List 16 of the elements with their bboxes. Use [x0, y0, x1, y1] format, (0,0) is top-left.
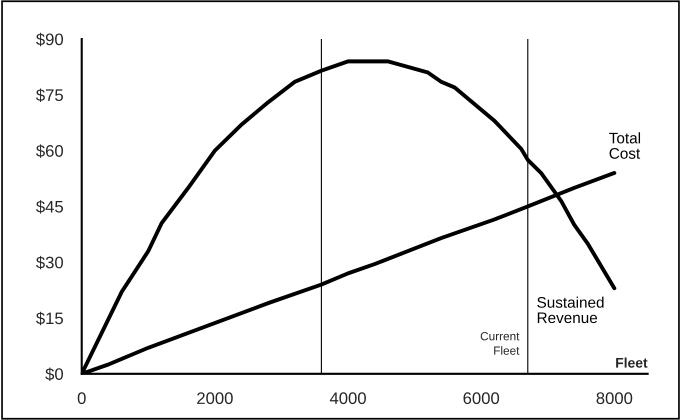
- x-tick-label: 6000: [463, 392, 500, 404]
- x-tick-label: 4000: [330, 392, 366, 404]
- x-axis-title: Fleet: [616, 358, 648, 368]
- x-tick-label: 8000: [596, 392, 632, 404]
- series-label: Total Cost: [609, 132, 640, 159]
- ref-line-label: Current Fleet: [480, 332, 520, 355]
- series-label: Sustained Revenue: [537, 296, 604, 324]
- x-tick-label: 2000: [197, 392, 233, 404]
- y-tick-label: $0: [45, 368, 64, 381]
- y-tick-label: $30: [36, 256, 64, 270]
- y-tick-label: $45: [36, 200, 63, 214]
- y-tick-label: $60: [36, 144, 64, 158]
- y-tick-label: $75: [36, 88, 63, 102]
- x-tick-label: 0: [78, 392, 86, 404]
- y-tick-label: $15: [36, 312, 63, 326]
- y-tick-label: $90: [36, 32, 64, 46]
